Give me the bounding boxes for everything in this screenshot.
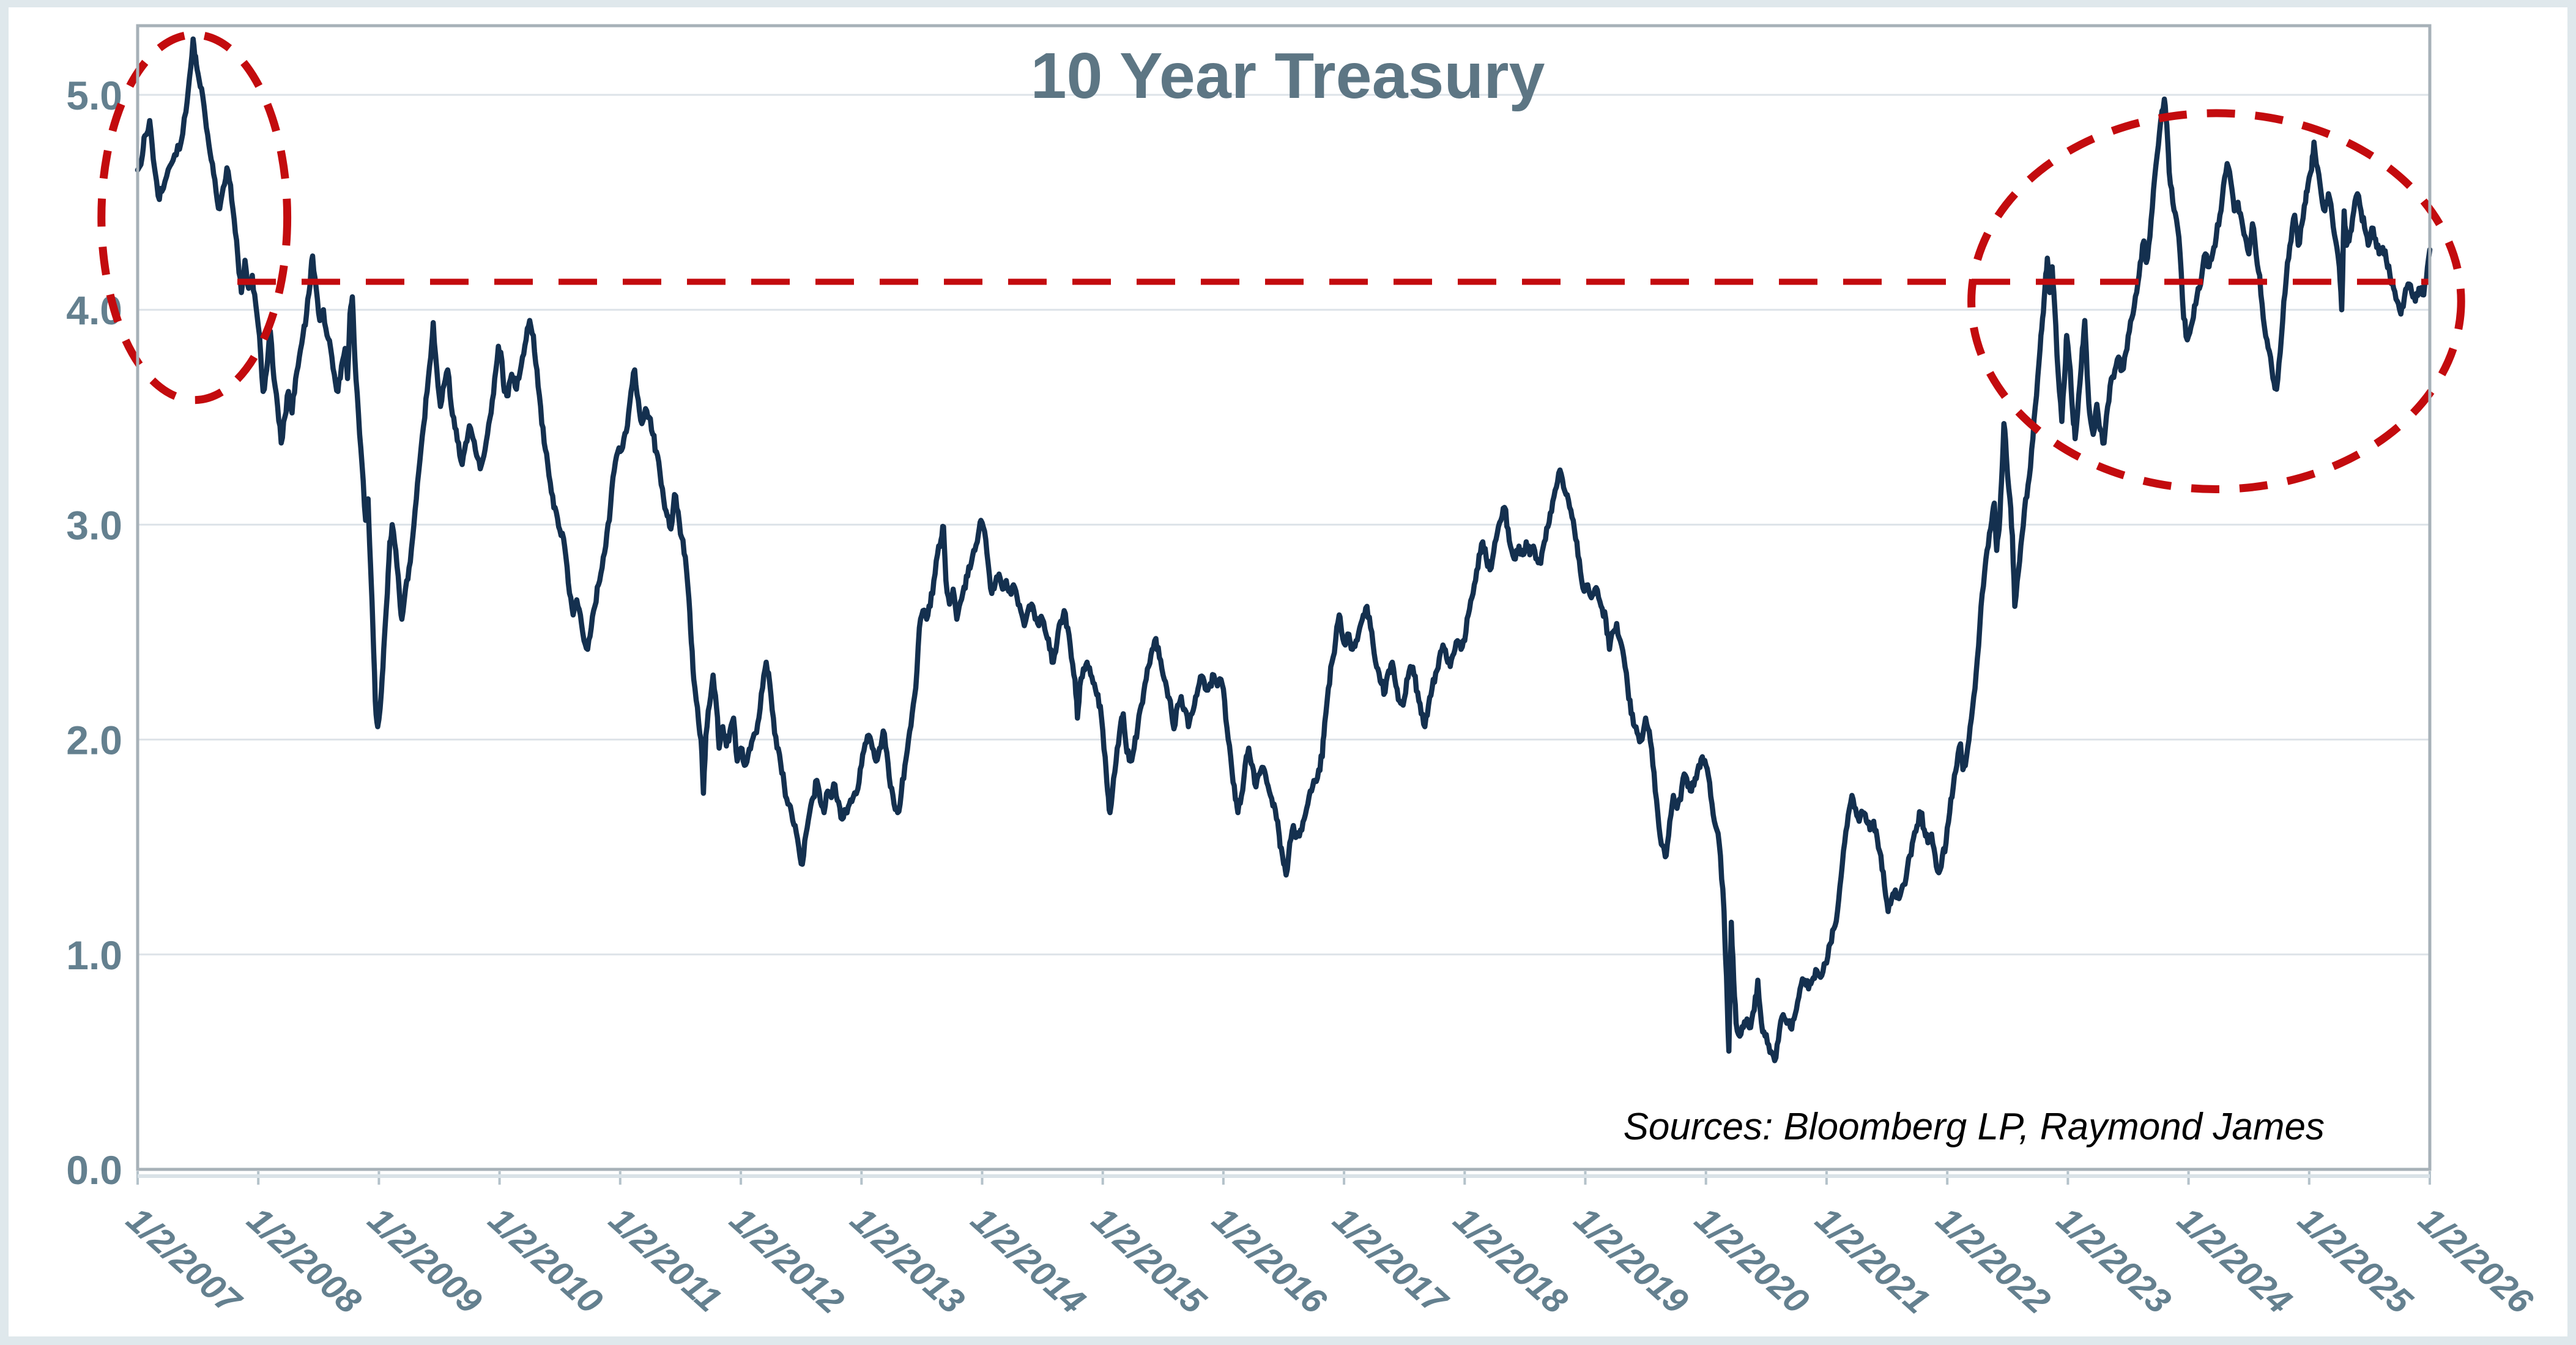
yield-line <box>135 36 2433 1064</box>
y-axis-label: 0.0 <box>66 1147 122 1193</box>
highlight-ellipse-2023-2025-range <box>1967 109 2465 493</box>
y-axis-label: 5.0 <box>66 73 122 118</box>
y-axis-label: 2.0 <box>66 718 122 763</box>
chart-canvas <box>9 7 2567 1336</box>
y-axis-label: 3.0 <box>66 502 122 548</box>
y-axis-labels: 0.01.02.03.04.05.0 <box>66 73 122 1193</box>
y-axis-label: 1.0 <box>66 933 122 978</box>
plot-border <box>136 24 2432 1171</box>
source-note: Sources: Bloomberg LP, Raymond James <box>1624 1106 2325 1148</box>
highlight-ellipse-2007-peak <box>97 31 292 404</box>
gridlines <box>138 94 2430 956</box>
chart-title: 10 Year Treasury <box>1031 40 1545 112</box>
